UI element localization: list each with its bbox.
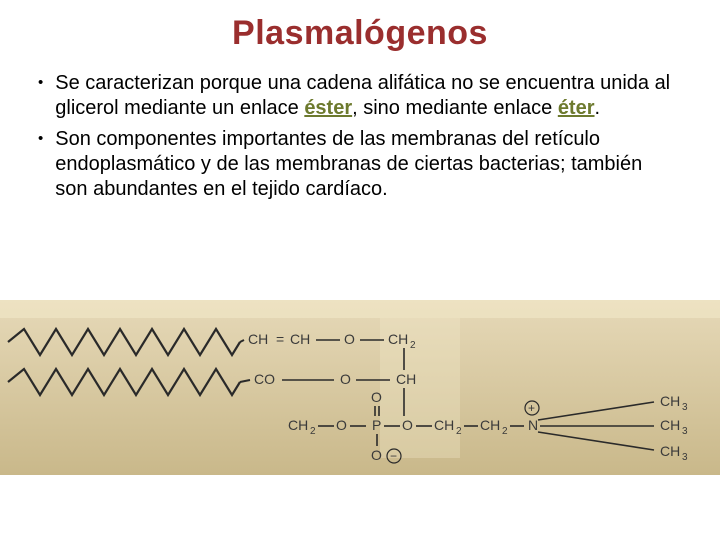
svg-text:O: O	[344, 331, 355, 347]
svg-text:O: O	[340, 371, 351, 387]
svg-text:P: P	[372, 417, 381, 433]
svg-text:+: +	[528, 401, 535, 415]
svg-text:−: −	[390, 449, 397, 463]
svg-text:2: 2	[410, 340, 416, 351]
svg-text:CH: CH	[388, 331, 408, 347]
svg-text:N: N	[528, 417, 538, 433]
bullet-text-1: Se caracterizan porque una cadena alifát…	[55, 71, 680, 121]
svg-text:3: 3	[682, 426, 688, 437]
bullet-list: • Se caracterizan porque una cadena alif…	[0, 71, 720, 202]
svg-text:CH: CH	[248, 331, 268, 347]
svg-text:=: =	[276, 331, 284, 347]
list-item: • Se caracterizan porque una cadena alif…	[38, 71, 680, 121]
svg-text:CH: CH	[480, 417, 500, 433]
svg-text:CH: CH	[660, 393, 680, 409]
svg-text:3: 3	[682, 402, 688, 413]
svg-text:O: O	[336, 417, 347, 433]
bullet-text-2: Son componentes importantes de las membr…	[55, 127, 680, 202]
page-title: Plasmalógenos	[0, 0, 720, 71]
list-item: • Son componentes importantes de las mem…	[38, 127, 680, 202]
svg-text:CH: CH	[396, 371, 416, 387]
structure-diagram: CH=CHOCH2COOCHCH2OPOCH2CH2NOO−+CH3CH3CH3	[0, 300, 720, 475]
bullet-dot-icon: •	[38, 71, 55, 121]
svg-text:O: O	[371, 447, 382, 463]
svg-text:CH: CH	[434, 417, 454, 433]
svg-text:CH: CH	[660, 443, 680, 459]
bullet-dot-icon: •	[38, 127, 55, 202]
svg-text:3: 3	[682, 452, 688, 463]
svg-text:2: 2	[310, 426, 316, 437]
keyword: éter	[558, 97, 595, 119]
keyword: éster	[304, 97, 352, 119]
svg-text:O: O	[371, 389, 382, 405]
svg-text:CO: CO	[254, 371, 275, 387]
svg-text:CH: CH	[288, 417, 308, 433]
svg-text:CH: CH	[660, 417, 680, 433]
svg-text:CH: CH	[290, 331, 310, 347]
svg-text:2: 2	[502, 426, 508, 437]
svg-text:O: O	[402, 417, 413, 433]
svg-text:2: 2	[456, 426, 462, 437]
